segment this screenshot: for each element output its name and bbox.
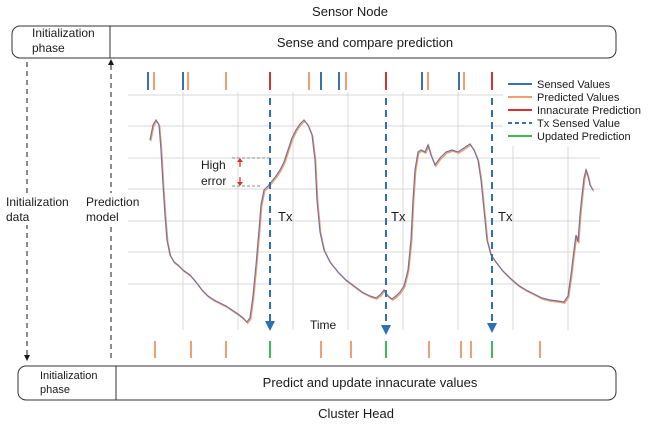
signal-curves xyxy=(149,118,595,325)
top-bar-title: Sense and compare prediction xyxy=(277,35,453,50)
top-tick-row xyxy=(147,72,493,90)
legend-label: Predicted Values xyxy=(537,92,620,104)
prediction-model-label-2: model xyxy=(86,210,119,224)
bottom-phase-label-1: Initialization xyxy=(40,370,97,382)
tx-label-3: Tx xyxy=(498,209,513,224)
prediction-model-label-1: Prediction xyxy=(86,195,139,209)
bottom-tick-row xyxy=(154,341,541,358)
legend-label: Innacurate Prediction xyxy=(537,105,641,117)
high-error-annotation: High error xyxy=(201,157,270,188)
tx-label-2: Tx xyxy=(391,209,406,224)
bottom-bar-title: Predict and update innacurate values xyxy=(263,375,478,390)
tx-arrows: Tx Tx Tx xyxy=(265,98,513,335)
top-phase-label-1: Initialization xyxy=(32,26,95,40)
predicted-values-line xyxy=(150,119,595,325)
bottom-phase-label-2: phase xyxy=(40,384,70,396)
time-axis-label: Time xyxy=(310,318,337,332)
init-data-label-1: Initialization xyxy=(6,195,69,209)
top-phase-label-2: phase xyxy=(32,41,65,55)
sensor-node-title: Sensor Node xyxy=(312,4,388,19)
legend-label: Tx Sensed Value xyxy=(537,118,620,130)
sensed-values-line xyxy=(149,118,594,323)
legend-label: Sensed Values xyxy=(537,79,611,91)
tx-label-1: Tx xyxy=(278,209,293,224)
error-label: error xyxy=(201,174,226,188)
sensor-node-bar: Initialization phase Sense and compare p… xyxy=(11,25,617,59)
init-data-label-2: data xyxy=(6,210,30,224)
cluster-head-title: Cluster Head xyxy=(318,406,394,421)
legend-label: Updated Prediction xyxy=(537,131,631,143)
cluster-head-bar: Initialization phase Predict and update … xyxy=(17,365,617,401)
high-label: High xyxy=(201,158,226,172)
